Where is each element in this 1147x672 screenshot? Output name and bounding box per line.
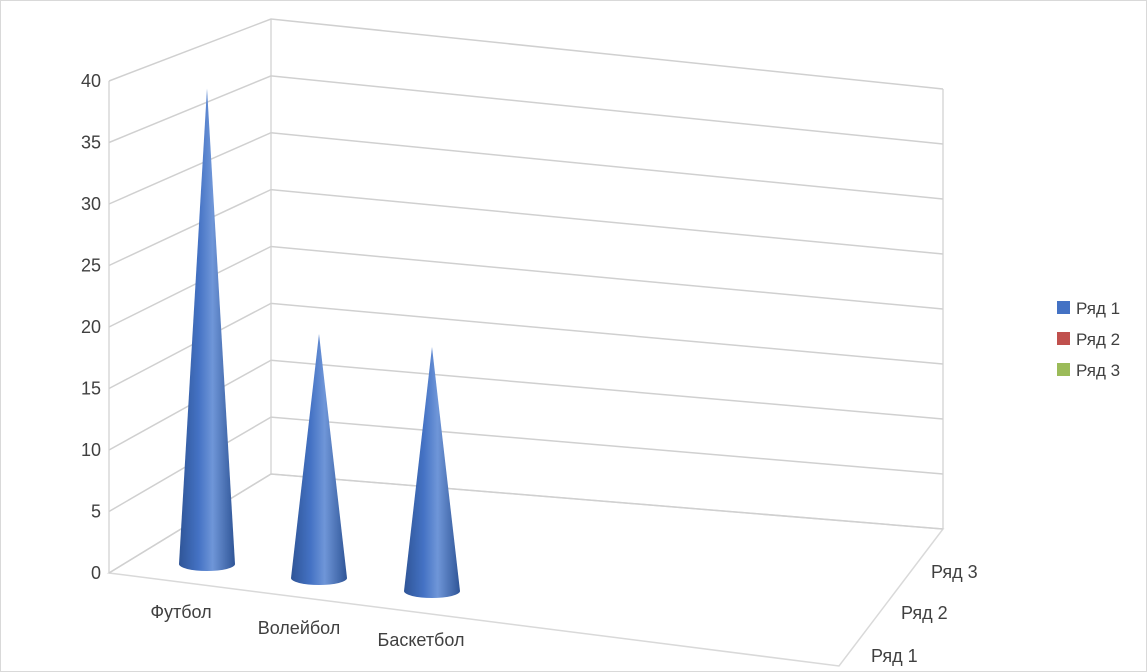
y-tick-label: 25 <box>81 256 101 276</box>
gridline <box>108 18 944 90</box>
cones <box>179 88 460 598</box>
y-tick-label: 30 <box>81 194 101 214</box>
legend-label: Ряд 1 <box>1076 299 1120 318</box>
legend-label: Ряд 2 <box>1076 330 1120 349</box>
legend-label: Ряд 3 <box>1076 361 1120 380</box>
y-tick-label: 20 <box>81 317 101 337</box>
y-axis-tick-labels: 0 5 10 15 20 25 30 35 40 <box>81 71 101 583</box>
depth-label: Ряд 1 <box>871 646 918 666</box>
y-tick-label: 15 <box>81 379 101 399</box>
chart-walls <box>106 19 945 667</box>
cone-волейбол <box>291 334 347 585</box>
gridline <box>108 75 944 145</box>
gridline <box>108 359 944 451</box>
floor-outline <box>106 473 945 667</box>
x-category-label: Баскетбол <box>378 630 465 650</box>
y-tick-label: 40 <box>81 71 101 91</box>
y-tick-label: 35 <box>81 133 101 153</box>
legend-swatch <box>1057 332 1070 345</box>
gridlines <box>108 18 944 574</box>
gridline <box>108 473 944 574</box>
gridline <box>108 131 944 205</box>
x-category-label: Волейбол <box>258 618 341 638</box>
gridline <box>108 188 944 267</box>
y-tick-label: 0 <box>91 563 101 583</box>
gridline <box>108 416 944 513</box>
y-tick-label: 10 <box>81 440 101 460</box>
cone-футбол <box>179 88 235 571</box>
legend-swatch <box>1057 363 1070 376</box>
x-axis-category-labels: Футбол Волейбол Баскетбол <box>150 602 464 650</box>
y-tick-label: 5 <box>91 502 101 522</box>
depth-axis-labels: Ряд 1 Ряд 2 Ряд 3 <box>871 562 978 666</box>
gridline <box>108 302 944 390</box>
cone-баскетбол <box>404 347 460 598</box>
x-category-label: Футбол <box>150 602 211 622</box>
depth-label: Ряд 3 <box>931 562 978 582</box>
depth-label: Ряд 2 <box>901 603 948 623</box>
legend-swatch <box>1057 301 1070 314</box>
gridline <box>108 245 944 328</box>
legend: Ряд 1 Ряд 2 Ряд 3 <box>1057 299 1120 380</box>
